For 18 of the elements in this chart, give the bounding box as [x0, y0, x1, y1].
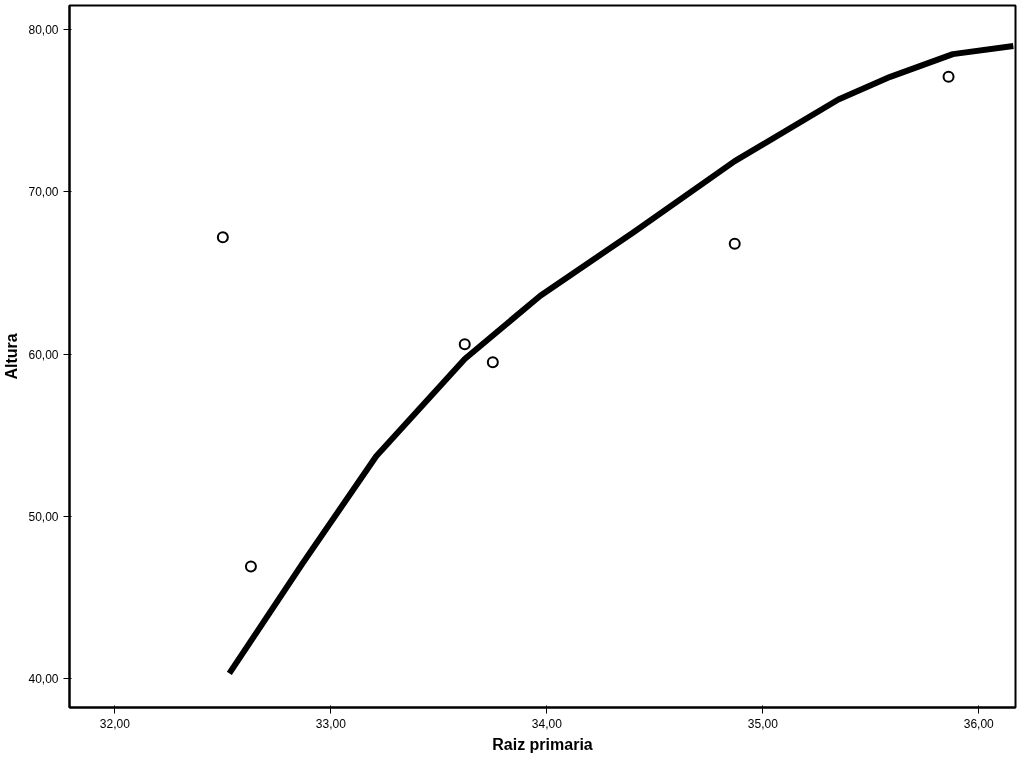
- y-tick-label: 40,00: [28, 671, 59, 686]
- x-tick-label: 33,00: [315, 716, 347, 731]
- x-axis-title: Raiz primaria: [492, 735, 593, 753]
- y-tick-label: 80,00: [28, 23, 59, 38]
- x-tick-label: 34,00: [531, 716, 563, 731]
- point: [216, 231, 229, 244]
- point: [458, 338, 471, 351]
- y-tick-label: 60,00: [28, 347, 59, 362]
- point: [486, 356, 499, 369]
- point: [942, 70, 955, 83]
- point: [244, 560, 257, 573]
- y-axis-title: Altura: [3, 333, 21, 380]
- x-tick-label: 36,00: [963, 716, 995, 731]
- y-tick-label: 50,00: [28, 509, 59, 524]
- x-tick-label: 35,00: [747, 716, 779, 731]
- y-tick-label: 70,00: [28, 185, 59, 200]
- point: [728, 237, 741, 250]
- x-tick-label: 32,00: [99, 716, 131, 731]
